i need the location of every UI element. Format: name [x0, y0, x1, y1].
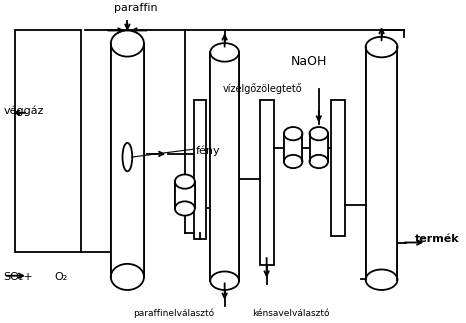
- Bar: [284, 134, 302, 162]
- Text: paraffin: paraffin: [115, 3, 158, 13]
- Text: fény: fény: [196, 145, 220, 156]
- Bar: [331, 100, 345, 236]
- Bar: [194, 100, 206, 239]
- Bar: [260, 100, 274, 265]
- Text: NaOH: NaOH: [290, 56, 327, 68]
- Ellipse shape: [284, 127, 302, 140]
- Ellipse shape: [210, 271, 239, 290]
- Bar: [366, 47, 397, 280]
- Text: SO₂+: SO₂+: [4, 272, 34, 282]
- Text: véggáz: véggáz: [4, 106, 44, 116]
- Ellipse shape: [111, 30, 144, 57]
- Text: paraffinelválasztó: paraffinelválasztó: [133, 309, 214, 318]
- Bar: [111, 44, 144, 277]
- Ellipse shape: [175, 174, 195, 189]
- Ellipse shape: [284, 155, 302, 168]
- Ellipse shape: [175, 201, 195, 216]
- Ellipse shape: [309, 155, 328, 168]
- Bar: [14, 30, 81, 252]
- Text: termék: termék: [415, 234, 459, 244]
- Bar: [309, 134, 328, 162]
- Ellipse shape: [111, 264, 144, 290]
- Bar: [210, 52, 239, 281]
- Ellipse shape: [123, 143, 132, 171]
- Text: kénsavelválasztó: kénsavelválasztó: [252, 309, 330, 318]
- Bar: [175, 182, 195, 208]
- Ellipse shape: [210, 43, 239, 62]
- Ellipse shape: [366, 37, 397, 57]
- Ellipse shape: [366, 269, 397, 290]
- Text: O₂: O₂: [55, 272, 68, 282]
- Text: vízelgőzölegtető: vízelgőzölegtető: [222, 83, 302, 94]
- Ellipse shape: [309, 127, 328, 140]
